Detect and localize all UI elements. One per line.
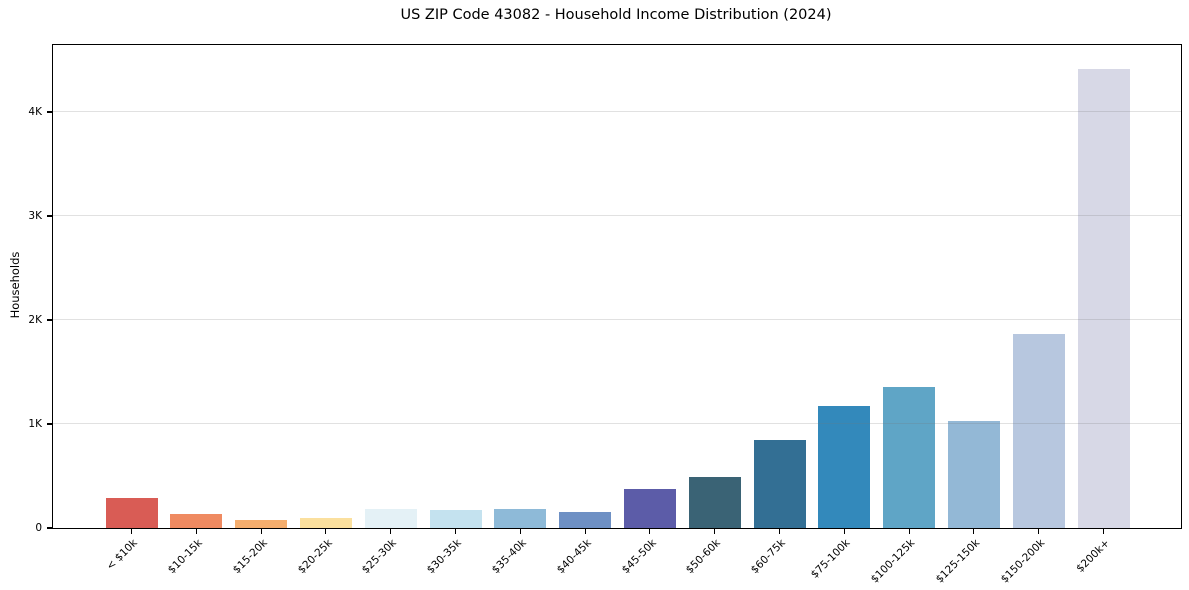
y-tick-mark — [46, 527, 52, 529]
y-axis-label: Households — [8, 251, 22, 319]
bar-$35-40k — [494, 509, 547, 528]
bar-$150-200k — [1012, 334, 1065, 528]
x-tick-mark — [1038, 529, 1040, 535]
bar-$30-35k — [429, 510, 482, 528]
x-tick-label-$20-25k: $20-25k — [295, 537, 335, 577]
bar-$50-60k — [688, 477, 741, 528]
y-tick-mark — [46, 319, 52, 321]
x-tick-mark — [1102, 529, 1105, 535]
chart-title: US ZIP Code 43082 - Household Income Dis… — [400, 7, 832, 23]
x-tick-label-$10-15k: $10-15k — [165, 537, 205, 577]
x-tick-label-$125-150k: $125-150k — [933, 537, 983, 586]
x-tick-mark — [908, 529, 910, 535]
x-tick-mark — [584, 529, 586, 535]
y-tick-label: 4K — [28, 106, 42, 118]
bar-$40-45k — [559, 512, 612, 528]
gridline-2K — [53, 319, 1181, 320]
bar-$125-150k — [947, 421, 1000, 528]
x-tick-mark — [778, 529, 781, 535]
bar-$20-25k — [299, 518, 352, 528]
x-tick-mark — [519, 529, 521, 535]
bar-< $10k — [105, 498, 158, 528]
x-tick-label-$50-60k: $50-60k — [684, 537, 724, 577]
gridline-3K — [53, 215, 1181, 216]
y-tick-mark — [46, 215, 52, 217]
x-tick-label-$75-100k: $75-100k — [808, 537, 853, 581]
bar-$15-20k — [235, 520, 288, 528]
y-tick-label: 2K — [28, 314, 42, 326]
x-tick-label-$60-75k: $60-75k — [748, 537, 788, 577]
y-tick-mark — [46, 111, 52, 113]
bar-$60-75k — [753, 440, 806, 528]
gridline-4K — [53, 111, 1181, 112]
x-tick-label-$35-40k: $35-40k — [489, 537, 529, 577]
x-tick-label-$200k+: $200k+ — [1074, 537, 1112, 575]
x-tick-label-$45-50k: $45-50k — [619, 537, 659, 577]
x-tick-label-$25-30k: $25-30k — [360, 537, 400, 577]
gridline-1K — [53, 423, 1181, 424]
x-tick-label-< $10k: < $10k — [104, 537, 140, 573]
x-tick-label-$100-125k: $100-125k — [869, 537, 918, 586]
x-tick-mark — [130, 529, 133, 535]
y-tick-label: 3K — [28, 210, 42, 222]
x-tick-mark — [454, 529, 457, 535]
x-tick-mark — [714, 529, 716, 535]
bar-$45-50k — [623, 489, 676, 528]
x-tick-mark — [260, 529, 262, 535]
x-tick-mark — [843, 529, 845, 535]
x-tick-label-$15-20k: $15-20k — [230, 537, 270, 577]
x-tick-label-$150-200k: $150-200k — [998, 537, 1048, 586]
y-tick-label: 1K — [28, 418, 42, 430]
bar-$25-30k — [364, 509, 417, 528]
x-tick-mark — [649, 529, 651, 535]
x-tick-mark — [325, 529, 327, 535]
y-tick-label: 0 — [35, 522, 42, 534]
x-tick-mark — [390, 529, 392, 535]
plot-area: 0 1K 2K 3K 4K < $10k $10-15k $15-20k $20-25k $25-… — [28, 44, 1182, 586]
x-tick-label-$30-35k: $30-35k — [424, 537, 464, 577]
x-tick-label-$40-45k: $40-45k — [554, 537, 594, 577]
x-tick-mark — [195, 529, 197, 535]
bar-$100-125k — [883, 387, 936, 528]
bar-$10-15k — [170, 514, 223, 528]
bar-$75-100k — [818, 406, 871, 528]
bar-$200k+ — [1077, 69, 1130, 528]
x-tick-mark — [973, 529, 975, 535]
y-tick-mark — [46, 423, 52, 425]
